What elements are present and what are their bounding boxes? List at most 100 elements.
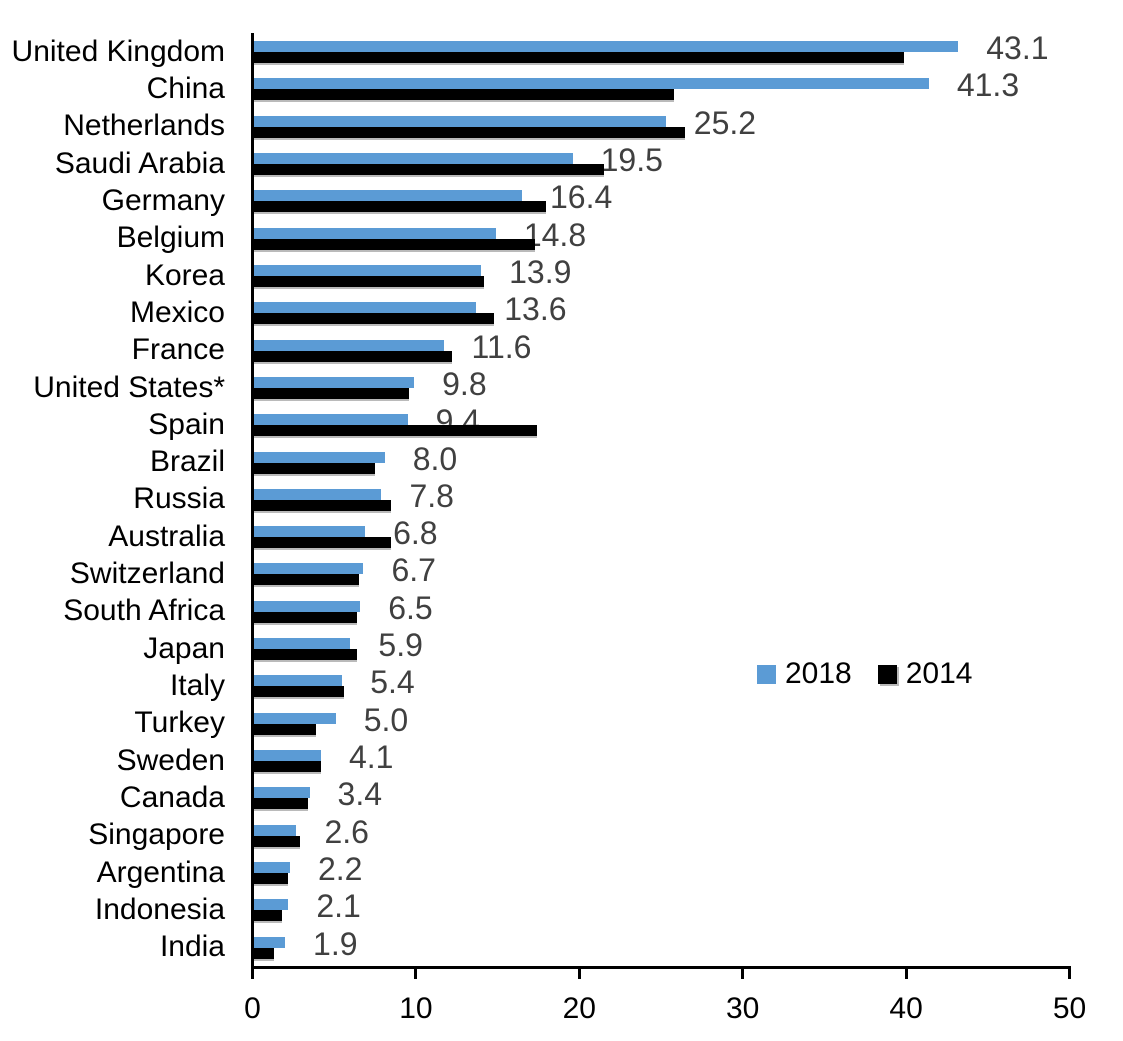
category-label-sweden: Sweden xyxy=(116,743,225,777)
bar-2014-india xyxy=(254,947,274,959)
bar-2018-indonesia xyxy=(254,899,289,911)
category-label-australia: Australia xyxy=(108,519,225,553)
bar-2018-australia xyxy=(254,526,366,538)
bar-2018-france xyxy=(254,339,444,351)
bar-2014-canada xyxy=(254,798,308,810)
bar-2014-italy xyxy=(254,686,344,698)
x-axis-tick-20 xyxy=(577,969,581,979)
bar-2018-china xyxy=(254,78,929,90)
x-axis-tick-30 xyxy=(741,969,745,979)
bar-2018-netherlands xyxy=(254,115,666,127)
bar-2014-united-kingdom xyxy=(254,52,905,63)
category-label-saudi-arabia: Saudi Arabia xyxy=(54,146,225,180)
x-axis-tick-label-20: 20 xyxy=(562,992,596,1025)
category-label-spain: Spain xyxy=(148,407,225,441)
bar-2014-turkey xyxy=(254,723,317,735)
bar-2018-brazil xyxy=(254,451,385,463)
value-label-united-kingdom: 43.1 xyxy=(986,30,1049,66)
legend: 2018 2014 xyxy=(757,657,973,691)
bar-2018-saudi-arabia xyxy=(254,152,573,164)
category-label-china: China xyxy=(146,71,225,105)
category-label-mexico: Mexico xyxy=(129,295,225,329)
bar-2014-korea xyxy=(254,275,485,287)
category-label-korea: Korea xyxy=(144,258,225,292)
bar-2014-south-africa xyxy=(254,611,357,623)
bar-2014-sweden xyxy=(254,761,321,773)
bar-2014-brazil xyxy=(254,462,375,474)
category-label-south-africa: South Africa xyxy=(63,594,225,628)
value-label-australia: 6.8 xyxy=(393,515,438,552)
category-label-russia: Russia xyxy=(133,482,225,516)
category-label-india: India xyxy=(159,930,225,964)
x-axis-line xyxy=(251,966,1071,969)
bar-2018-turkey xyxy=(254,712,336,724)
value-label-korea: 13.9 xyxy=(509,253,572,290)
bar-2018-germany xyxy=(254,190,522,202)
x-axis-tick-label-40: 40 xyxy=(889,992,923,1025)
x-axis-tick-40 xyxy=(904,969,908,979)
category-label-singapore: Singapore xyxy=(88,818,225,852)
x-axis-tick-label-30: 30 xyxy=(726,992,760,1025)
category-label-united-kingdom: United Kingdom xyxy=(11,34,225,68)
bar-2018-united-kingdom xyxy=(254,41,959,52)
bar-2018-sweden xyxy=(254,750,321,762)
bar-2018-spain xyxy=(254,414,408,426)
bar-2014-united-states xyxy=(254,387,410,399)
bar-2014-argentina xyxy=(254,873,289,885)
legend-item-2018: 2018 xyxy=(757,657,852,691)
value-label-brazil: 8.0 xyxy=(412,440,458,477)
value-label-south-africa: 6.5 xyxy=(388,589,433,626)
bar-2014-singapore xyxy=(254,835,300,847)
bar-2018-russia xyxy=(254,488,382,500)
value-label-argentina: 2.2 xyxy=(317,851,363,888)
bar-2014-china xyxy=(254,89,674,101)
bar-2018-korea xyxy=(254,264,482,276)
bar-2014-spain xyxy=(254,425,537,437)
value-label-mexico: 13.6 xyxy=(504,291,567,328)
bar-2014-indonesia xyxy=(254,910,282,922)
bar-2018-south-africa xyxy=(254,600,361,612)
category-label-brazil: Brazil xyxy=(149,445,225,479)
bar-2014-switzerland xyxy=(254,574,359,586)
value-label-india: 1.9 xyxy=(313,925,358,962)
x-axis-tick-label-10: 10 xyxy=(399,992,433,1025)
value-label-sweden: 4.1 xyxy=(348,739,394,776)
value-label-france: 11.6 xyxy=(471,328,532,365)
bar-2014-japan xyxy=(254,649,357,661)
value-label-turkey: 5.0 xyxy=(363,701,409,738)
legend-label-2018: 2018 xyxy=(785,657,852,690)
category-label-belgium: Belgium xyxy=(116,221,225,255)
bar-2014-netherlands xyxy=(254,126,686,138)
legend-label-2014: 2014 xyxy=(905,657,973,690)
value-label-italy: 5.4 xyxy=(370,664,415,701)
value-label-china: 41.3 xyxy=(956,67,1020,104)
value-label-netherlands: 25.2 xyxy=(693,104,757,141)
category-label-netherlands: Netherlands xyxy=(63,109,225,143)
x-axis-tick-50 xyxy=(1068,969,1071,979)
bar-2014-france xyxy=(254,350,452,362)
x-axis-tick-10 xyxy=(414,969,418,979)
bar-2018-switzerland xyxy=(254,563,364,575)
bar-2014-saudi-arabia xyxy=(254,163,604,175)
category-label-italy: Italy xyxy=(169,669,225,703)
bar-2014-russia xyxy=(254,499,392,511)
bar-2018-belgium xyxy=(254,227,496,239)
x-axis-tick-label-50: 50 xyxy=(1052,992,1087,1025)
x-axis-tick-label-0: 0 xyxy=(244,992,261,1025)
bar-2018-japan xyxy=(254,638,351,650)
legend-item-2014: 2014 xyxy=(877,657,973,691)
value-label-indonesia: 2.1 xyxy=(316,888,361,925)
bar-2018-india xyxy=(254,936,286,948)
bar-2018-mexico xyxy=(254,302,477,314)
category-label-united-states: United States* xyxy=(33,370,225,404)
category-label-indonesia: Indonesia xyxy=(94,893,225,927)
category-label-switzerland: Switzerland xyxy=(69,557,225,591)
y-axis-line xyxy=(251,33,254,969)
value-label-united-states: 9.8 xyxy=(442,365,487,402)
bar-2018-canada xyxy=(254,787,310,799)
legend-swatch-2018-icon xyxy=(757,664,776,684)
value-label-japan: 5.9 xyxy=(378,627,423,664)
value-label-singapore: 2.6 xyxy=(324,813,369,850)
category-label-argentina: Argentina xyxy=(96,855,225,889)
bar-2018-singapore xyxy=(254,824,297,836)
